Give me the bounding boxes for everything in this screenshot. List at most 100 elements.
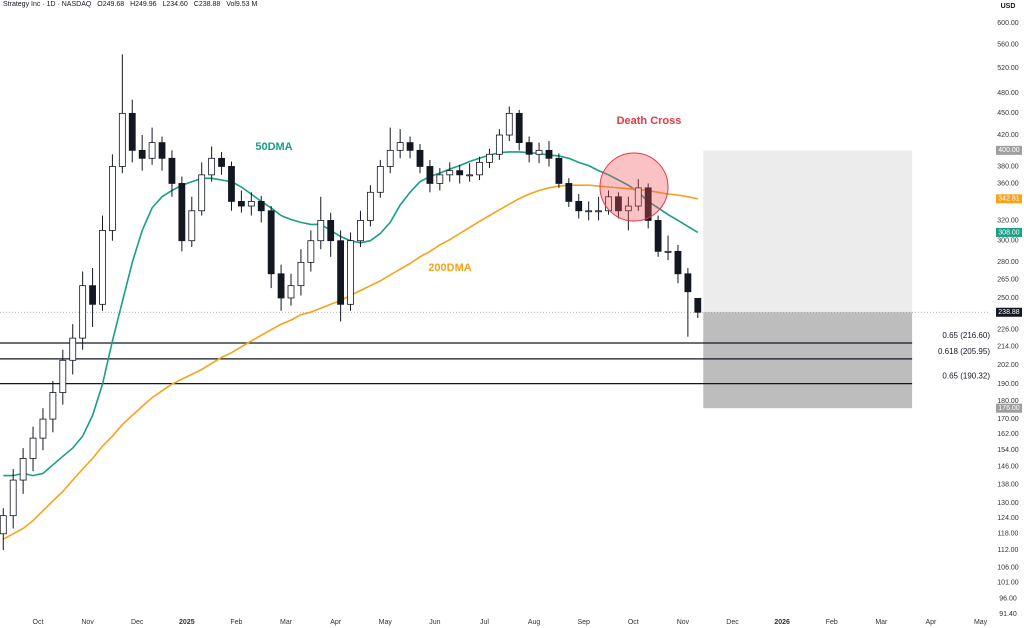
- y-tick-label: 520.00: [997, 65, 1019, 72]
- candle-body: [0, 515, 7, 535]
- candle-body: [426, 166, 434, 184]
- candle-body: [406, 142, 414, 151]
- candle-body: [664, 250, 672, 253]
- x-tick-label: 2025: [179, 619, 195, 626]
- candle-body: [267, 210, 275, 275]
- candle-body: [19, 458, 27, 481]
- axis-badge: [996, 194, 1022, 204]
- candle-body: [287, 285, 295, 299]
- x-tick-label: Jun: [429, 619, 440, 626]
- candle-body: [585, 210, 593, 213]
- level-label: 0.618 (205.95): [938, 347, 990, 356]
- currency: USD: [1001, 3, 1016, 10]
- y-tick-label: 170.00: [997, 416, 1019, 423]
- candle-body: [615, 196, 622, 212]
- candle-body: [247, 200, 255, 207]
- candle-body: [694, 297, 702, 313]
- y-tick-label: 214.00: [997, 344, 1019, 351]
- y-tick-label: 91.40: [999, 611, 1017, 618]
- x-tick-label: Jul: [480, 619, 489, 626]
- y-tick-label: 202.00: [997, 362, 1019, 369]
- y-tick-label: 265.00: [997, 277, 1019, 284]
- candle-body: [317, 220, 325, 242]
- candle-body: [505, 112, 513, 136]
- y-tick-label: 146.00: [997, 464, 1019, 471]
- candle-body: [674, 250, 682, 275]
- candle-body: [307, 240, 315, 263]
- candle-body: [376, 166, 384, 193]
- ohlc: C238.88: [193, 1, 221, 8]
- candle-body: [386, 149, 394, 167]
- y-tick-label: 190.00: [997, 381, 1019, 388]
- axis-badge: [996, 307, 1022, 317]
- candle-body: [555, 157, 563, 184]
- candle-body: [138, 149, 146, 159]
- candle-body: [297, 261, 305, 287]
- y-tick-label: 280.00: [997, 259, 1019, 266]
- candle-body: [277, 273, 285, 299]
- header: Strategy Inc · 1D · NASDAQ O249.68 H249.…: [3, 1, 261, 8]
- candle-body: [237, 200, 245, 207]
- candle-body: [545, 149, 553, 159]
- candle-body: [575, 200, 583, 212]
- axis-badge-label: 308.00: [998, 229, 1020, 236]
- y-tick-label: 124.00: [997, 515, 1019, 522]
- y-tick-label: 101.00: [997, 579, 1019, 586]
- y-tick-label: 180.00: [997, 398, 1019, 405]
- y-tick-label: 162.00: [997, 431, 1019, 438]
- y-tick-label: 320.00: [997, 217, 1019, 224]
- y-tick-label: 130.00: [997, 500, 1019, 507]
- candle-body: [347, 240, 354, 305]
- axis-badge-label: 342.81: [998, 196, 1020, 203]
- x-tick-label: Mar: [875, 619, 888, 626]
- ohlc: H249.96: [130, 1, 157, 8]
- x-tick-label: Nov: [677, 619, 690, 626]
- x-tick-label: 2026: [774, 619, 790, 626]
- candle-body: [466, 174, 474, 177]
- x-tick-label: Mar: [280, 619, 293, 626]
- axis-badge: [996, 145, 1022, 155]
- y-tick-label: 118.00: [998, 531, 1019, 538]
- x-tick-label: May: [974, 619, 988, 626]
- death-cross-circle: [599, 152, 669, 222]
- plot: 0.65 (216.60) 0.618 (205.95) 0.65 (190.32): [0, 54, 990, 551]
- candle-body: [228, 166, 235, 202]
- x-tick-label: Oct: [33, 619, 44, 626]
- volume: Vol9.53 M: [226, 1, 258, 8]
- x-tick-label: Aug: [528, 619, 541, 626]
- candle-body: [525, 142, 533, 155]
- y-tick-label: 300.00: [997, 238, 1019, 245]
- candle-body: [634, 187, 642, 207]
- ohlc: O249.68: [97, 1, 125, 8]
- y-tick-label: 450.00: [997, 110, 1019, 117]
- candle-body: [109, 166, 116, 231]
- candle-body: [79, 285, 87, 339]
- candle-body: [188, 210, 196, 242]
- candle-body: [198, 174, 206, 212]
- x-tick-label: Dec: [726, 619, 739, 626]
- candle-body: [9, 479, 17, 517]
- target-box: [703, 150, 913, 409]
- symbol: Strategy Inc · 1D · NASDAQ: [3, 1, 92, 8]
- candle-body: [208, 157, 216, 176]
- candle-body: [486, 153, 493, 163]
- candle-body: [257, 200, 265, 212]
- level-label: 0.65 (216.60): [942, 331, 990, 340]
- axis-badge-label: 176.00: [998, 405, 1020, 412]
- candle-body: [416, 149, 424, 167]
- annotation: Death Cross: [617, 115, 682, 127]
- y-tick-label: 560.00: [997, 42, 1019, 49]
- ohlc: L234.60: [162, 1, 188, 8]
- candle-body: [178, 183, 186, 242]
- candle-body: [89, 285, 96, 305]
- candle-body: [456, 170, 464, 176]
- axis-badge: [996, 403, 1022, 413]
- candle-body: [99, 230, 106, 305]
- candle-body: [327, 220, 335, 242]
- y-tick-label: 154.00: [997, 447, 1019, 454]
- level-label: 0.65 (190.32): [942, 372, 990, 381]
- candle-body: [684, 273, 692, 293]
- y-axis: 600.00 560.00 520.00 480.00 450.00 420.00 380.…: [33, 20, 1022, 626]
- series-label: 50DMA: [255, 141, 292, 153]
